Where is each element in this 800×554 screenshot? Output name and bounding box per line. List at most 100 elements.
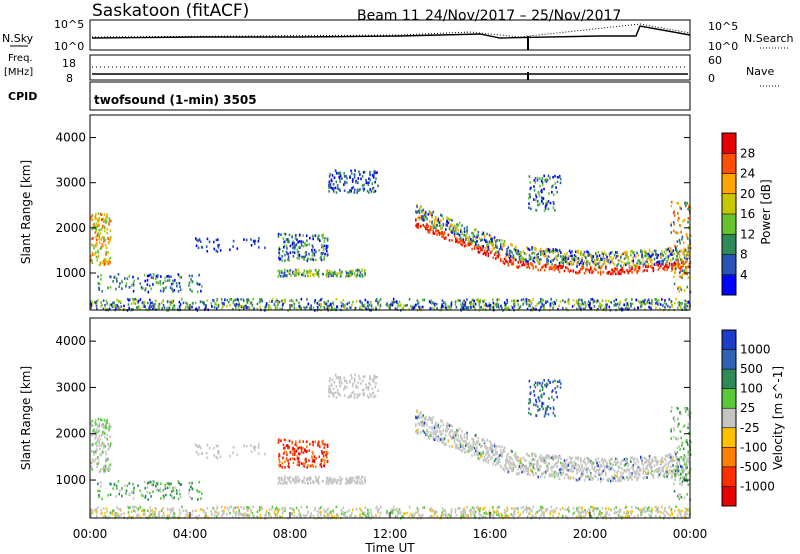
power-cell [374, 180, 376, 184]
power-cell [689, 206, 692, 210]
velocity-cell [305, 450, 307, 454]
velocity-cell [289, 457, 292, 461]
power-cell [498, 298, 500, 301]
velocity-cell [205, 512, 207, 516]
velocity-cell [168, 482, 171, 486]
power-cell [676, 251, 679, 254]
power-cell [437, 230, 440, 234]
power-cell [567, 300, 570, 303]
power-cell [588, 262, 591, 266]
power-cell [307, 275, 310, 278]
power-cell [97, 255, 99, 259]
velocity-cell [311, 455, 313, 458]
velocity-cell [198, 480, 200, 484]
velocity-cell [459, 507, 461, 510]
power-cell [665, 256, 667, 260]
power-cell [513, 248, 516, 251]
power-cell [252, 240, 255, 243]
power-cell [330, 270, 332, 273]
power-cell [540, 300, 543, 303]
velocity-cell [338, 479, 340, 482]
power-cell [463, 241, 466, 244]
power-cell [144, 305, 146, 308]
power-cell [652, 266, 655, 270]
power-cell [475, 241, 477, 244]
velocity-cell [152, 480, 155, 484]
power-cell [553, 249, 556, 253]
power-cell [537, 256, 540, 259]
power-cell [687, 253, 690, 257]
power-cell [310, 269, 312, 273]
velocity-cell [259, 505, 261, 509]
power-cell [492, 242, 495, 246]
power-cell [538, 262, 541, 266]
velocity-cell [293, 457, 296, 461]
power-cell [540, 250, 542, 254]
power-cell [367, 306, 370, 310]
power-cell [234, 303, 236, 307]
velocity-cell [375, 375, 377, 379]
power-cell [566, 258, 568, 262]
power-cell [93, 253, 96, 256]
velocity-cell [310, 476, 312, 480]
power-cell [152, 283, 154, 286]
power-cell [613, 253, 616, 257]
velocity-cell [437, 422, 440, 426]
power-cell [445, 228, 447, 231]
velocity-cell [638, 508, 641, 512]
velocity-cell [352, 390, 355, 394]
velocity-cell [168, 486, 171, 489]
velocity-cell [137, 507, 140, 511]
velocity-cell [119, 507, 122, 511]
power-cell [686, 253, 688, 257]
velocity-cell [356, 393, 359, 397]
velocity-cell [98, 495, 101, 499]
power-cell [210, 302, 213, 305]
power-cell [648, 301, 651, 305]
power-cell [159, 289, 162, 293]
velocity-cell [486, 451, 488, 455]
velocity-cell [240, 513, 243, 517]
power-cell [165, 286, 167, 289]
velocity-cell [132, 491, 135, 494]
velocity-cell [436, 515, 438, 518]
velocity-cell [506, 508, 509, 512]
power-cell [101, 235, 104, 239]
power-cell [628, 307, 630, 310]
power-cell [540, 258, 542, 261]
velocity-cell [466, 434, 468, 438]
velocity-cell [369, 393, 372, 396]
power-cell [101, 226, 103, 230]
power-cell [435, 302, 438, 306]
velocity-cell [195, 515, 198, 519]
velocity-cell [326, 478, 328, 481]
power-cell [600, 270, 602, 274]
power-cell [573, 254, 576, 257]
power-cell [456, 226, 458, 229]
power-cell [591, 257, 593, 260]
power-cell [578, 270, 581, 273]
velocity-cell [298, 512, 301, 516]
power-cell [518, 252, 521, 256]
power-cell [556, 180, 559, 184]
power-cell [651, 262, 653, 266]
power-cell [246, 298, 248, 301]
power-cell [137, 305, 140, 308]
power-cell [568, 255, 571, 258]
power-cell [581, 259, 583, 262]
power-cell [431, 215, 433, 219]
power-cell [195, 244, 198, 248]
power-cell [461, 302, 464, 305]
velocity-cell [238, 511, 240, 515]
velocity-cell [425, 417, 427, 421]
power-cell [369, 170, 371, 174]
velocity-cell [483, 458, 486, 461]
power-cell [627, 303, 629, 307]
power-cell [679, 269, 682, 273]
power-cell [329, 185, 331, 189]
power-cell [527, 262, 530, 265]
velocity-cell [441, 432, 443, 436]
power-cell [116, 298, 118, 302]
velocity-cell [320, 458, 323, 462]
power-cell [97, 212, 100, 215]
